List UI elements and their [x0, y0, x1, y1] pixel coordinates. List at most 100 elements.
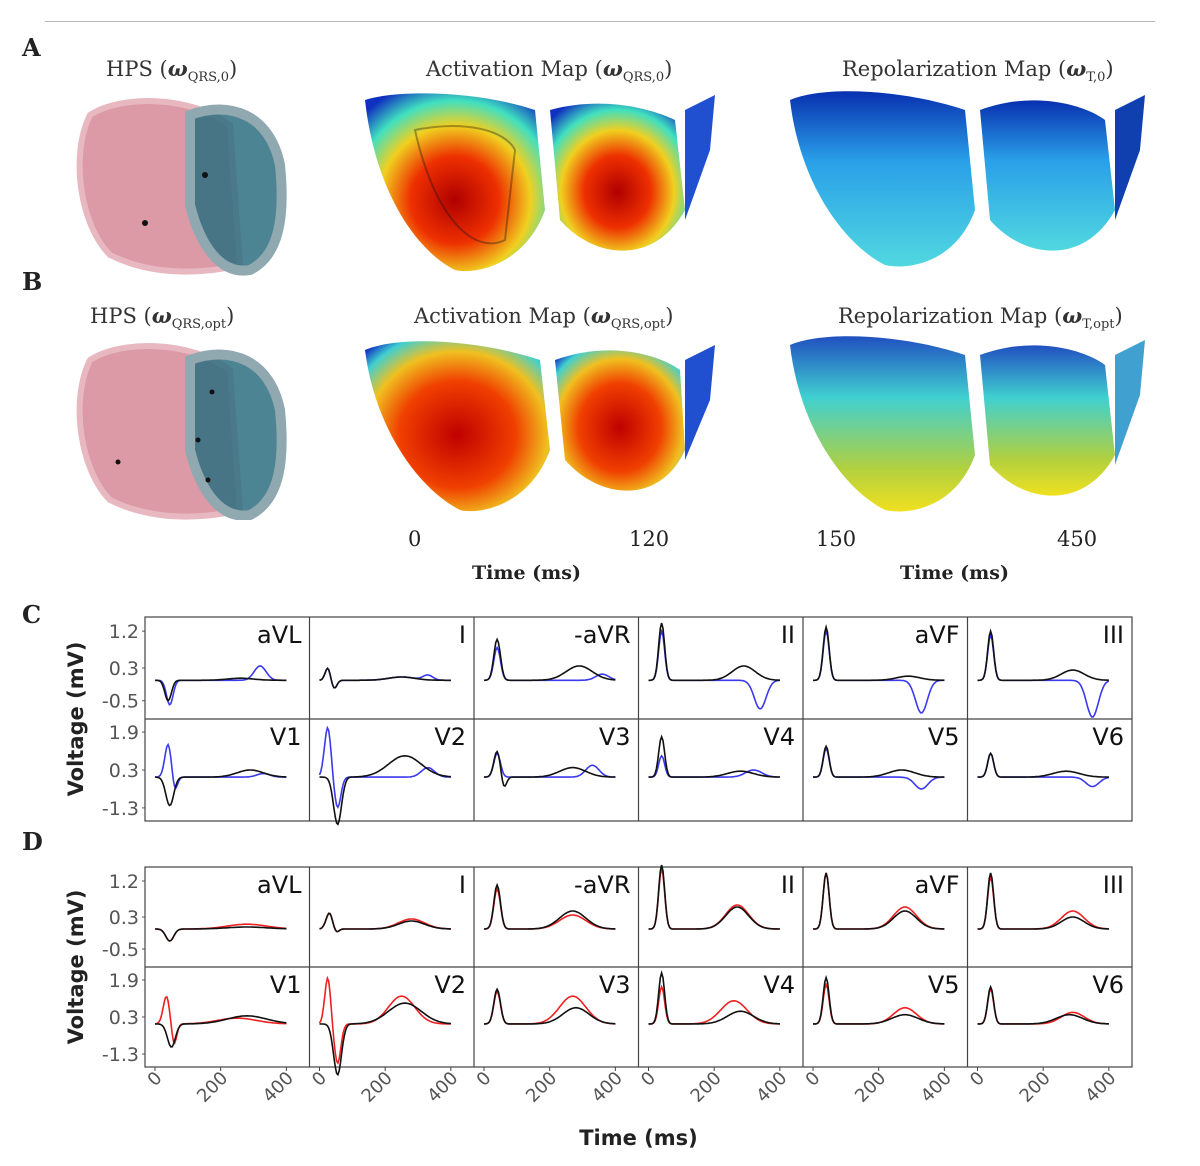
panel-d-lead-label: -aVR: [574, 871, 630, 899]
panel-c-ii-simulated-line: [648, 628, 780, 710]
panel-d-x-tick-label: 0: [802, 1068, 825, 1091]
panel-d-x-tick-label: 200: [1016, 1068, 1055, 1107]
panel-d-lead-label: II: [781, 871, 795, 899]
activation-title-b: Activation Map (ωQRS,opt): [414, 303, 674, 333]
panel-d-avl-simulated-line: [155, 923, 287, 942]
panel-d-y-tick-label: -1.3: [102, 1044, 139, 1066]
panel-d-ii-measured-line: [648, 864, 780, 930]
panel-letter-b: B: [22, 267, 43, 296]
panel-d-lead-label: V1: [270, 971, 302, 999]
panel-d-x-tick-label: 0: [966, 1068, 989, 1091]
panel-c-v5-simulated-line: [813, 746, 945, 790]
panel-c-y-axis-label: Voltage (mV): [64, 642, 88, 797]
panel-letter-a: A: [22, 33, 41, 62]
panel-d-lead-label: V3: [599, 971, 631, 999]
panel-d-y-tick-label: 1.9: [109, 970, 139, 992]
panel-c-y-tick-label: 0.3: [109, 760, 139, 782]
panel-c-v1-simulated-line: [155, 742, 287, 790]
panel-d-x-tick-label: 400: [752, 1068, 791, 1107]
panel-c-v6-measured-line: [977, 751, 1109, 778]
panel-c-v4-measured-line: [648, 734, 780, 778]
activation-map-a: [365, 93, 715, 272]
panel-c-lead-label: V2: [434, 723, 466, 751]
panel-d-x-tick-label: 200: [522, 1068, 561, 1107]
panel-c-iii-measured-line: [977, 628, 1109, 682]
panel-c-lead-label: V4: [763, 723, 795, 751]
repolarization-title-b: Repolarization Map (ωT,opt): [838, 303, 1123, 333]
panel-letter-c: C: [22, 600, 42, 629]
panel-d-x-axis-label: Time (ms): [579, 1126, 698, 1150]
panel-d-y-tick-label: 0.3: [109, 1007, 139, 1029]
activation-colorbar-min: 0: [408, 527, 422, 551]
repolarization-title-a: Repolarization Map (ωT,0): [842, 56, 1114, 86]
panel-c-lead-label: III: [1103, 621, 1124, 649]
panel-d-lead-label: aVL: [257, 871, 302, 899]
panel-d-y-axis-label: Voltage (mV): [64, 890, 88, 1045]
panel-c-lead-label: II: [781, 621, 795, 649]
hps-title-b: HPS (ωQRS,opt): [90, 303, 235, 333]
hps-title-a: HPS (ωQRS,0): [106, 56, 238, 86]
panel-d-x-tick-label: 400: [423, 1068, 462, 1107]
panel-c-avf-measured-line: [813, 624, 945, 682]
panel-c-avl-simulated-line: [155, 665, 287, 706]
panel-c-y-tick-label: -0.5: [102, 691, 139, 713]
panel-c-v2-simulated-line: [318, 725, 451, 810]
panel-c--avr-measured-line: [483, 637, 616, 682]
panel-d-x-tick-label: 200: [193, 1068, 232, 1107]
panel-c-avl-measured-line: [155, 677, 287, 702]
panel-d-avf-measured-line: [813, 872, 945, 930]
activation-title-a: Activation Map (ωQRS,0): [426, 56, 673, 86]
panel-c-lead-label: V3: [599, 723, 631, 751]
panel-c-v3-measured-line: [484, 750, 616, 788]
panel-d-v2-measured-line: [319, 1002, 451, 1077]
panel-c-v5-measured-line: [813, 744, 945, 778]
panel-d-x-tick-label: 200: [687, 1068, 726, 1107]
panel-d-avl-measured-line: [155, 926, 287, 942]
panel-c-y-tick-label: -1.3: [102, 798, 139, 820]
panel-c-v3-simulated-line: [484, 752, 616, 778]
panel-c-ii-measured-line: [648, 622, 780, 682]
panel-c-lead-label: V1: [270, 723, 302, 751]
panel-d-x-tick-label: 400: [917, 1068, 956, 1107]
panel-d-y-tick-label: 1.2: [109, 871, 139, 893]
repolarization-colorbar-min: 150: [816, 527, 857, 551]
panel-c-y-tick-label: 0.3: [109, 658, 139, 680]
panel-c-y-tick-label: 1.9: [109, 722, 139, 744]
panel-c-v1-measured-line: [154, 769, 287, 807]
panel-d-x-tick-label: 200: [358, 1068, 397, 1107]
panel-d-lead-label: aVF: [915, 871, 960, 899]
top-rule: [45, 21, 1155, 22]
panel-c-y-tick-label: 1.2: [109, 621, 139, 643]
panel-d-lead-label: I: [459, 871, 466, 899]
panel-d-x-tick-label: 0: [144, 1068, 167, 1091]
panel-d-i-measured-line: [319, 912, 451, 933]
panel-d-lead-label: V4: [763, 971, 795, 999]
repolarization-colorbar-label: Time (ms): [900, 562, 1009, 584]
panel-d-y-tick-label: 0.3: [109, 907, 139, 929]
panel-c-lead-label: -aVR: [574, 621, 630, 649]
panel-d-v3-measured-line: [484, 987, 616, 1025]
panel-d-lead-label: V2: [434, 971, 466, 999]
panel-d-v6-measured-line: [977, 984, 1109, 1025]
panel-c-lead-label: V6: [1092, 723, 1124, 751]
activation-colorbar-label: Time (ms): [472, 562, 581, 584]
panel-d-x-tick-label: 200: [851, 1068, 890, 1107]
repolarization-map-b: [790, 336, 1145, 512]
panel-d-x-tick-label: 0: [637, 1068, 660, 1091]
panel-c-i-measured-line: [319, 667, 451, 689]
activation-map-b: [365, 341, 715, 512]
hps-heart-b: [76, 343, 287, 520]
panel-d-v1-measured-line: [155, 1014, 287, 1048]
panel-d-x-tick-label: 400: [588, 1068, 627, 1107]
panel-d-iii-measured-line: [977, 872, 1109, 930]
panel-c-lead-label: I: [459, 621, 466, 649]
panel-c-v2-measured-line: [319, 754, 451, 826]
hps-heart-a: [76, 98, 287, 276]
panel-d--avr-measured-line: [483, 882, 616, 930]
panel-d-x-tick-label: 0: [308, 1068, 331, 1091]
panel-d-x-tick-label: 400: [1081, 1068, 1120, 1107]
heart-images-svg: [76, 91, 1145, 520]
panel-d-v5-measured-line: [813, 974, 945, 1025]
repolarization-colorbar-max: 450: [1057, 527, 1098, 551]
